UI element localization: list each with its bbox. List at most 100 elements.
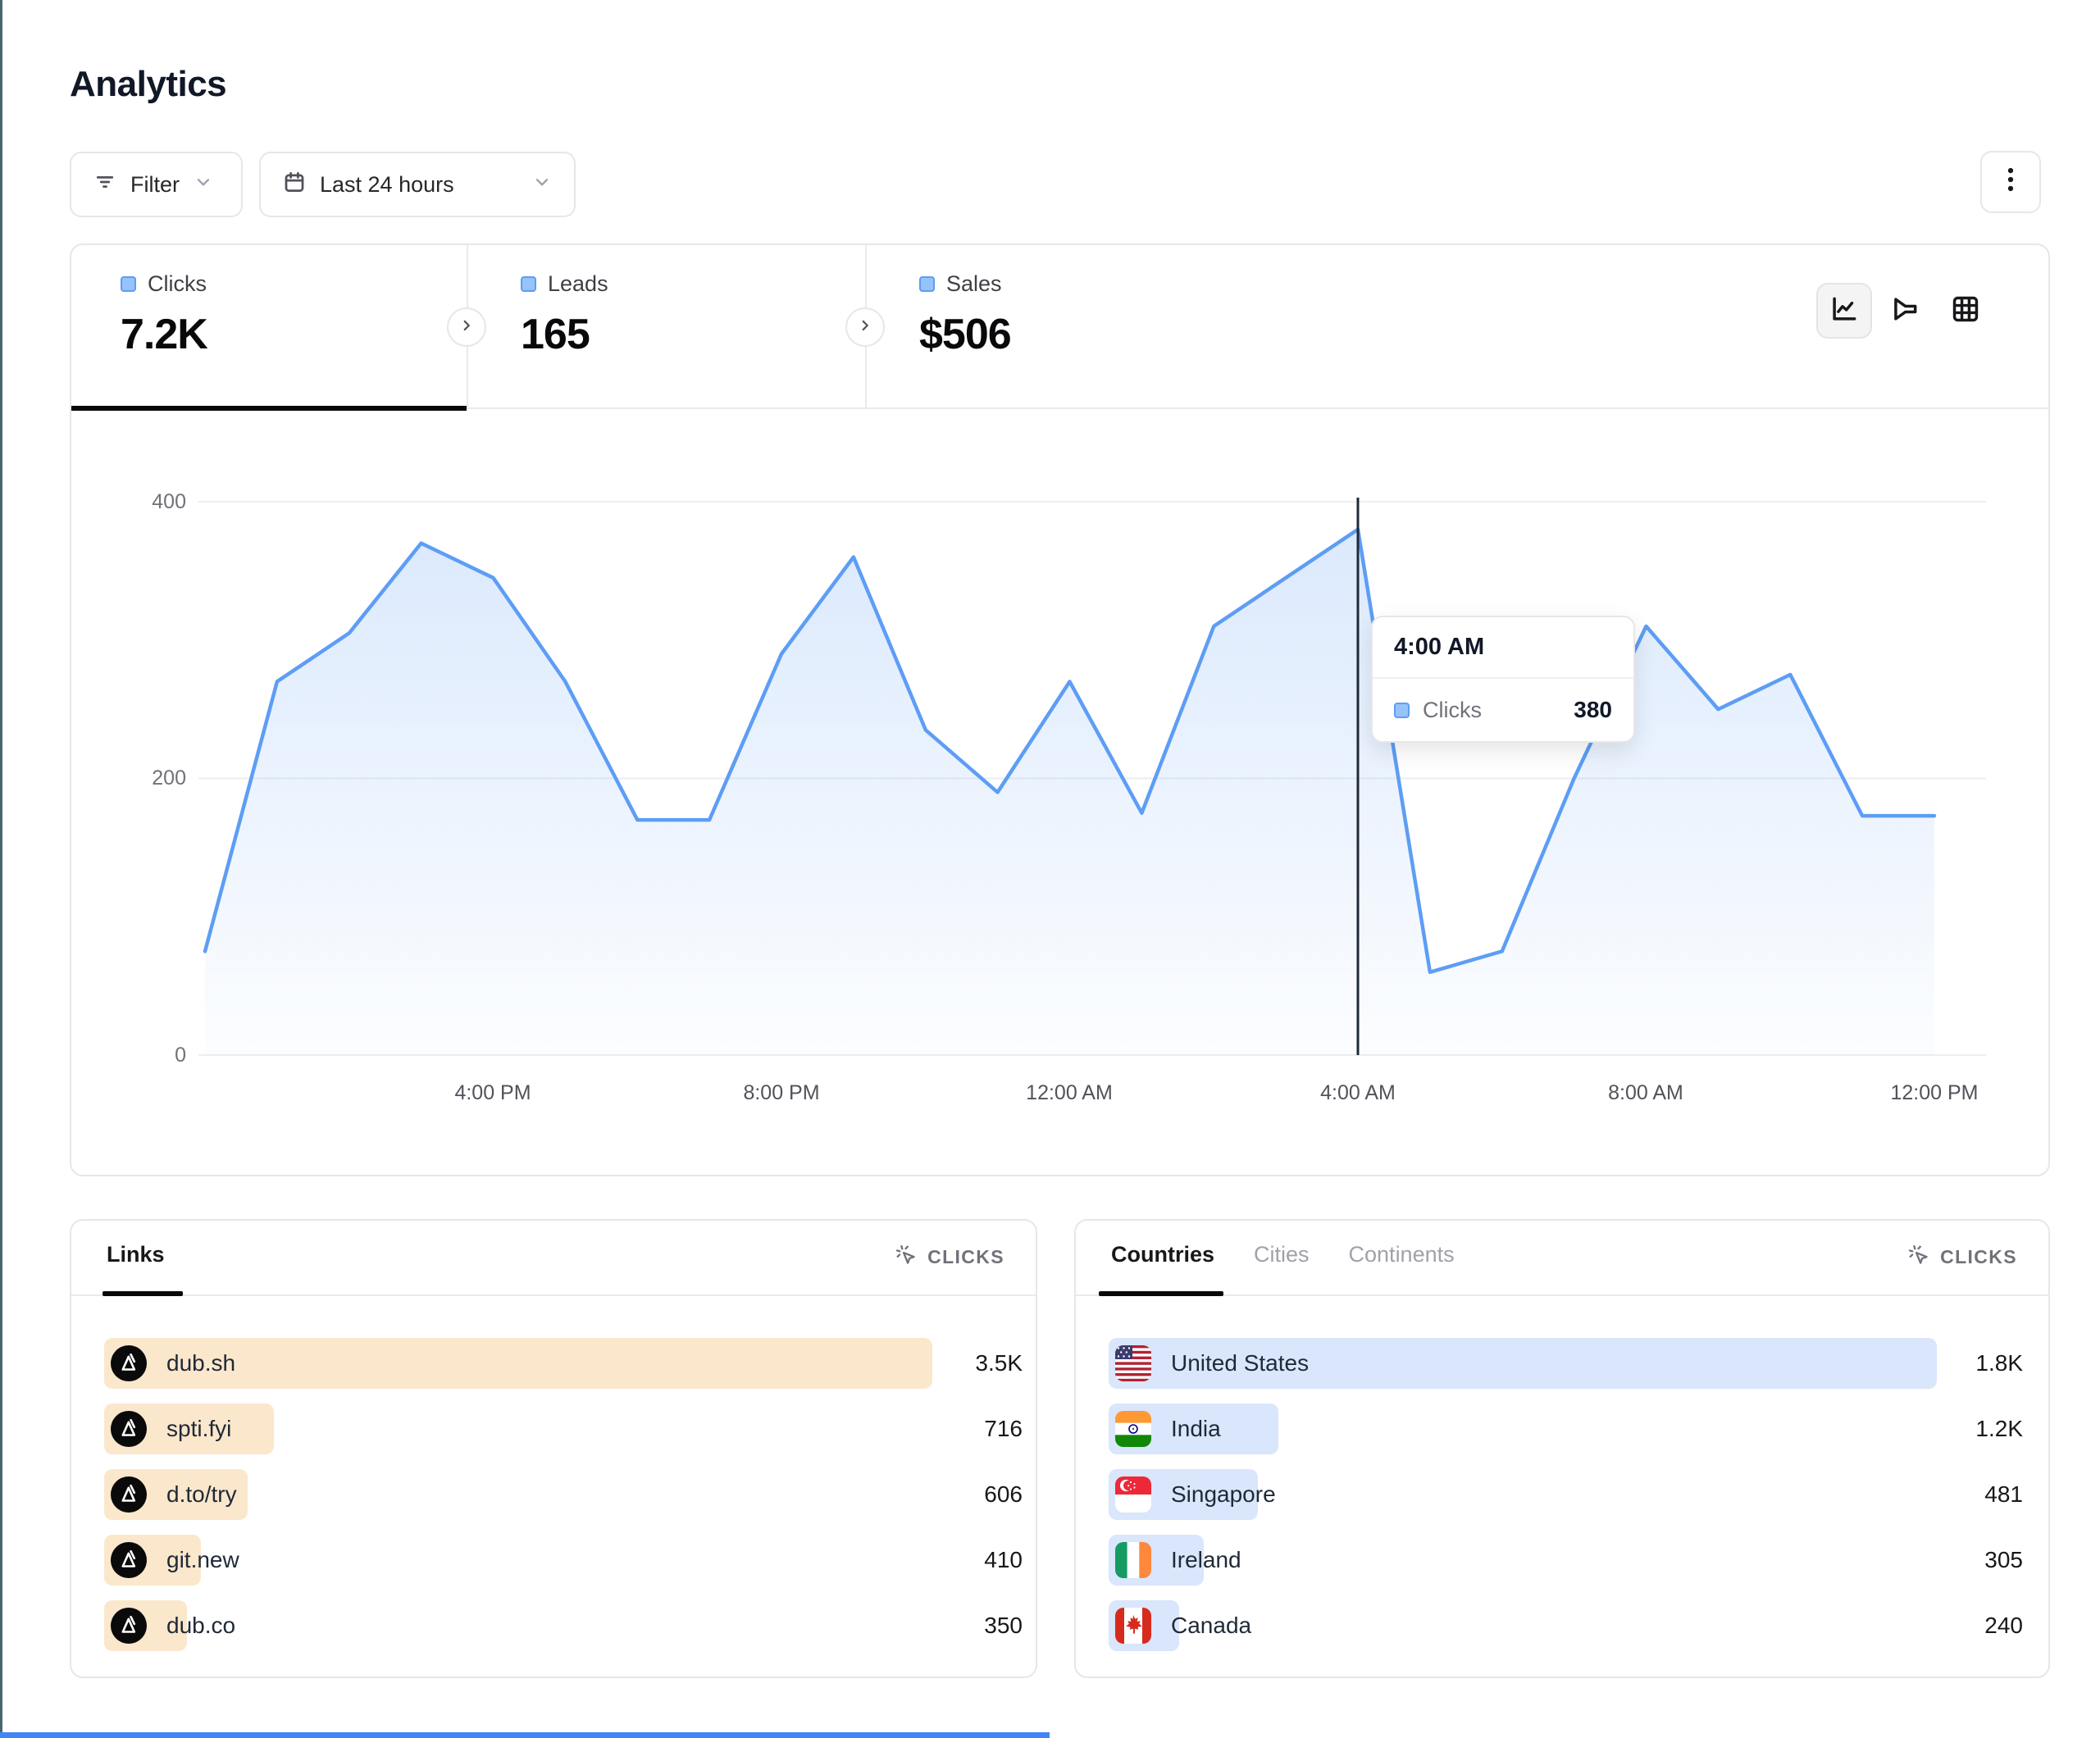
filter-button-label: Filter [130,171,180,197]
canada-flag-icon [1115,1608,1151,1644]
link-name: dub.sh [166,1350,236,1376]
country-clicks-value: 481 [1984,1481,2023,1507]
calendar-icon [282,170,307,200]
links-active-tab-underline [102,1291,183,1296]
mouse-pointer-click-icon [895,1244,918,1271]
country-row[interactable]: Ireland 305 [1109,1535,2023,1586]
country-row[interactable]: India 1.2K [1109,1404,2023,1454]
active-tab-underline [71,406,467,411]
x-axis-label: 4:00 AM [1320,1081,1396,1104]
funnel-chart-icon [1889,293,1920,329]
filter-button[interactable]: Filter [70,152,243,217]
chevron-down-icon [531,171,553,198]
tooltip-legend-swatch [1394,702,1410,718]
funnel-chart-view-button[interactable] [1877,283,1933,339]
countries-panel-header: Countries Cities Continents CLICKS [1076,1221,2048,1296]
links-panel: Links CLICKS dub.sh 3.5K spti.fyi [70,1219,1037,1678]
country-clicks-value: 1.8K [1975,1350,2023,1376]
sales-tab-label: Sales [946,271,1002,296]
leads-legend-swatch [521,276,536,292]
tooltip-series-value: 380 [1574,697,1612,722]
tab-links[interactable]: Links [107,1242,165,1267]
y-axis-label: 400 [152,490,186,513]
line-chart-view-button[interactable] [1816,283,1872,339]
y-axis-label: 0 [175,1044,186,1067]
x-axis-label: 4:00 PM [454,1081,531,1104]
tab-cities[interactable]: Cities [1254,1242,1310,1267]
filter-lines-icon [93,170,117,200]
tooltip-series-label: Clicks [1423,697,1482,722]
dub-logo-icon [111,1345,147,1381]
metric-tabs-row: Clicks 7.2K Leads 165 [71,245,2048,411]
india-flag-icon [1115,1411,1151,1447]
chevron-right-icon [856,316,874,339]
tab-sales[interactable]: Sales $506 [919,271,1012,359]
y-axis-label: 200 [152,767,186,789]
tab-continents[interactable]: Continents [1348,1242,1455,1267]
link-row[interactable]: d.to/try 606 [104,1469,1023,1520]
page-title: Analytics [70,64,227,104]
x-axis-label: 8:00 AM [1608,1081,1683,1104]
tab-leads[interactable]: Leads 165 [521,271,608,359]
link-bar [104,1338,932,1389]
dub-logo-icon [111,1476,147,1513]
link-clicks-value: 3.5K [975,1350,1023,1376]
link-clicks-value: 606 [984,1481,1023,1507]
links-metric-label: CLICKS [927,1246,1004,1267]
links-metric-selector[interactable]: CLICKS [895,1244,1004,1271]
more-options-button[interactable] [1980,151,2041,213]
date-range-label: Last 24 hours [320,171,454,197]
clicks-tab-label: Clicks [148,271,207,296]
link-clicks-value: 410 [984,1547,1023,1572]
country-name: Ireland [1171,1547,1241,1572]
x-axis-label: 12:00 PM [1890,1081,1979,1104]
table-view-button[interactable] [1938,283,1993,339]
dub-logo-icon [111,1608,147,1644]
countries-metric-label: CLICKS [1940,1246,2017,1267]
clicks-legend-swatch [121,276,136,292]
dub-logo-icon [111,1411,147,1447]
leads-tab-label: Leads [548,271,608,296]
analytics-chart-card: Clicks 7.2K Leads 165 [70,243,2050,1176]
expand-clicks-button[interactable] [447,307,486,347]
country-row[interactable]: United States 1.8K [1109,1338,2023,1389]
x-axis-label: 8:00 PM [743,1081,820,1104]
link-row[interactable]: spti.fyi 716 [104,1404,1023,1454]
country-clicks-value: 305 [1984,1547,2023,1572]
window-left-edge [0,0,2,1738]
country-clicks-value: 1.2K [1975,1416,2023,1441]
country-name: India [1171,1416,1221,1441]
sales-tab-value: $506 [919,311,1012,358]
link-name: d.to/try [166,1481,237,1507]
date-range-button[interactable]: Last 24 hours [259,152,576,217]
link-name: dub.co [166,1613,236,1638]
chart-tooltip: 4:00 AM Clicks 380 [1371,616,1635,743]
countries-panel: Countries Cities Continents CLICKS Unite… [1074,1219,2050,1678]
kebab-menu-icon [1998,166,2023,199]
chevron-down-icon [193,171,214,198]
tab-clicks[interactable]: Clicks 7.2K [121,271,208,359]
country-row[interactable]: Singapore 481 [1109,1469,2023,1520]
link-row[interactable]: dub.sh 3.5K [104,1338,1023,1389]
window-bottom-highlight [0,1732,1050,1738]
expand-leads-button[interactable] [845,307,885,347]
x-axis-label: 12:00 AM [1026,1081,1113,1104]
link-clicks-value: 716 [984,1416,1023,1441]
tooltip-time: 4:00 AM [1373,617,1633,679]
us-flag-icon [1115,1345,1151,1381]
clicks-area-chart[interactable] [198,461,1986,1059]
link-row[interactable]: git.new 410 [104,1535,1023,1586]
tab-countries[interactable]: Countries [1111,1242,1215,1267]
ireland-flag-icon [1115,1542,1151,1578]
country-row[interactable]: Canada 240 [1109,1600,2023,1651]
country-name: Singapore [1171,1481,1276,1507]
mouse-pointer-click-icon [1907,1244,1930,1271]
singapore-flag-icon [1115,1476,1151,1513]
dub-logo-icon [111,1542,147,1578]
country-name: United States [1171,1350,1310,1376]
country-name: Canada [1171,1613,1252,1638]
link-row[interactable]: dub.co 350 [104,1600,1023,1651]
countries-metric-selector[interactable]: CLICKS [1907,1244,2017,1271]
leads-tab-value: 165 [521,311,590,358]
